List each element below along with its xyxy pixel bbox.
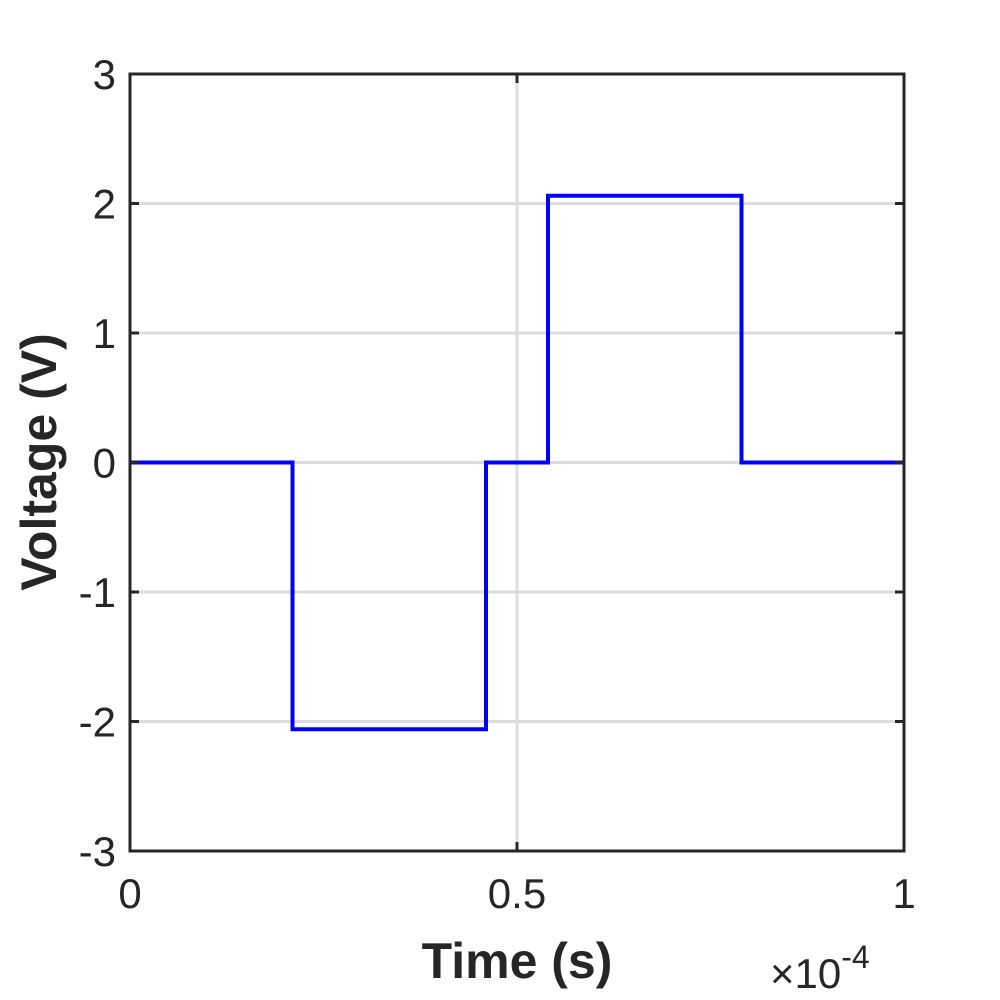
x-tick-label: 0.5 (488, 870, 546, 917)
y-tick-label: 3 (93, 51, 116, 98)
tick-layer (128, 72, 906, 853)
y-tick-label: 1 (93, 310, 116, 357)
x-axis-multiplier: ×10-4 (770, 939, 870, 997)
voltage-series-line (130, 193, 904, 732)
x-tick-label: 1 (892, 870, 915, 917)
y-axis-label: Voltage (V) (11, 333, 67, 590)
y-tick-label: -1 (79, 569, 116, 616)
y-tick-label: 2 (93, 181, 116, 228)
y-tick-label: -3 (79, 828, 116, 875)
y-tick-label: 0 (93, 440, 116, 487)
y-tick-label: -2 (79, 699, 116, 746)
series-layer (130, 193, 904, 732)
x-tick-label: 0 (118, 870, 141, 917)
x-multiplier-base: ×10 (770, 950, 841, 997)
x-multiplier-exponent: -4 (841, 939, 869, 975)
x-axis-label: Time (s) (422, 933, 613, 989)
